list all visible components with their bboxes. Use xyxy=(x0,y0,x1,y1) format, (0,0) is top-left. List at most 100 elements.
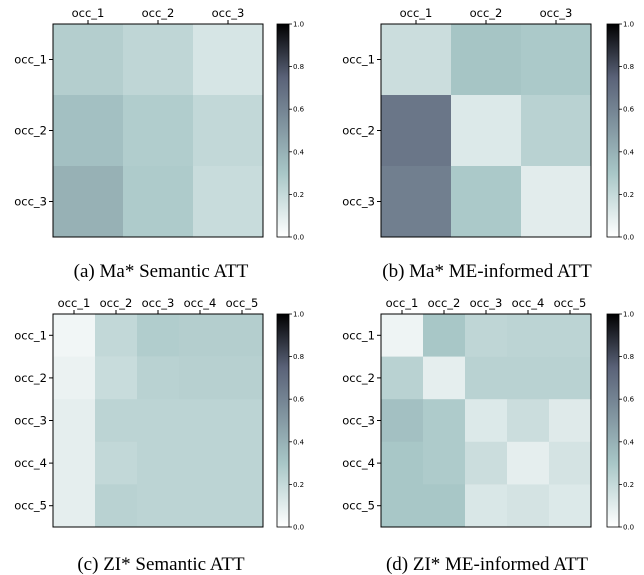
heatmap-cell xyxy=(507,441,550,485)
panel-caption: (d) ZI* ME-informed ATT xyxy=(386,554,588,575)
heatmap-cell xyxy=(123,166,194,238)
colorbar-tick-label: 0.0 xyxy=(623,524,634,532)
colorbar-tick-label: 0.6 xyxy=(623,106,635,114)
colorbar-tick-label: 0.8 xyxy=(293,63,304,71)
colorbar xyxy=(606,23,620,238)
y-tick-label: occ_4 xyxy=(14,456,47,470)
heatmap-cell xyxy=(53,441,96,485)
heatmap-cell xyxy=(137,484,180,528)
heatmap-cell xyxy=(137,356,180,400)
heatmap-cell xyxy=(423,399,466,443)
heatmap-cell xyxy=(549,399,592,443)
colorbar-tick-label: 0.2 xyxy=(293,191,304,199)
y-tick-label: occ_2 xyxy=(342,371,375,385)
heatmap-cell xyxy=(549,441,592,485)
heatmap-cell xyxy=(521,166,592,238)
colorbar-tick-label: 1.0 xyxy=(623,311,634,319)
heatmap-cell xyxy=(221,441,264,485)
x-tick-label: occ_2 xyxy=(142,6,175,20)
heatmap-cell xyxy=(221,399,264,443)
heatmap-cell xyxy=(381,314,424,357)
heatmap-cell xyxy=(507,356,550,400)
heatmap-cell xyxy=(221,356,264,400)
heatmap-cell xyxy=(193,166,264,238)
heatmap-cell xyxy=(193,95,264,167)
colorbar-tick-label: 0.2 xyxy=(293,481,304,489)
heatmap-cell xyxy=(549,484,592,528)
heatmap-cell xyxy=(507,399,550,443)
y-tick-label: occ_5 xyxy=(342,499,375,513)
colorbar-tick-label: 1.0 xyxy=(623,21,634,29)
y-tick-label: occ_4 xyxy=(342,456,375,470)
heatmap-cell xyxy=(53,356,96,400)
heatmap-cell xyxy=(465,441,508,485)
heatmap-cell xyxy=(95,441,138,485)
heatmap-cell xyxy=(179,484,222,528)
heatmap-cell xyxy=(423,314,466,357)
heatmap-cell xyxy=(381,95,452,167)
colorbar-tick-label: 1.0 xyxy=(293,21,304,29)
colorbar-tick-label: 0.6 xyxy=(623,396,635,404)
colorbar xyxy=(276,23,290,238)
heatmap-cell xyxy=(507,484,550,528)
heatmap-cell xyxy=(381,24,452,96)
x-tick-label: occ_3 xyxy=(540,6,573,20)
heatmap-cell xyxy=(549,314,592,357)
colorbar-tick-label: 0.4 xyxy=(293,148,305,156)
heatmap-panel: occ_1 occ_2 occ_3 occ_1 occ_2 occ_3 0.0 0.2 0.4 0… xyxy=(342,6,634,282)
y-tick-label: occ_1 xyxy=(342,53,375,67)
heatmap-cell xyxy=(521,24,592,96)
heatmap-cell xyxy=(179,314,222,357)
heatmap-cell xyxy=(53,314,96,357)
heatmap-cell xyxy=(423,484,466,528)
heatmap-cell xyxy=(137,399,180,443)
heatmap-cell xyxy=(53,95,124,167)
panel-caption: (a) Ma* Semantic ATT xyxy=(74,261,249,282)
heatmap-cell xyxy=(53,166,124,238)
heatmap-cell xyxy=(123,95,194,167)
colorbar-tick-label: 0.4 xyxy=(623,438,635,446)
panel-caption: (c) ZI* Semantic ATT xyxy=(77,554,245,575)
heatmap-cell xyxy=(95,356,138,400)
heatmap-cell xyxy=(221,314,264,357)
heatmap-cell xyxy=(381,356,424,400)
heatmap-cell xyxy=(549,356,592,400)
x-tick-label: occ_2 xyxy=(100,296,133,310)
heatmap-cell xyxy=(381,441,424,485)
x-tick-label: occ_3 xyxy=(212,6,245,20)
heatmap-cell xyxy=(423,441,466,485)
heatmap-panel: occ_1 occ_2 occ_3 occ_4 occ_5 occ_1 occ_2 occ_3… xyxy=(342,296,634,575)
x-tick-label: occ_1 xyxy=(72,6,105,20)
x-tick-label: occ_3 xyxy=(470,296,503,310)
heatmap-cell xyxy=(451,166,522,238)
heatmap-cell xyxy=(465,484,508,528)
x-tick-label: occ_4 xyxy=(512,296,545,310)
heatmap-cell xyxy=(465,314,508,357)
x-tick-label: occ_4 xyxy=(184,296,217,310)
heatmap-cell xyxy=(381,166,452,238)
heatmap-cell xyxy=(137,441,180,485)
colorbar-tick-label: 0.6 xyxy=(293,106,305,114)
x-tick-label: occ_1 xyxy=(400,6,433,20)
y-tick-label: occ_1 xyxy=(14,53,47,67)
colorbar-tick-label: 0.0 xyxy=(293,234,304,242)
y-tick-label: occ_3 xyxy=(342,414,375,428)
x-tick-label: occ_3 xyxy=(142,296,175,310)
colorbar-tick-label: 0.4 xyxy=(293,438,305,446)
heatmap-cell xyxy=(53,484,96,528)
heatmap-cell xyxy=(95,399,138,443)
y-tick-label: occ_1 xyxy=(342,328,375,342)
heatmap-cell xyxy=(193,24,264,96)
heatmap-cell xyxy=(451,24,522,96)
y-tick-label: occ_3 xyxy=(14,195,47,209)
heatmap-cell xyxy=(521,95,592,167)
colorbar-tick-label: 0.2 xyxy=(623,191,634,199)
colorbar-tick-label: 0.0 xyxy=(623,234,634,242)
heatmap-cell xyxy=(179,441,222,485)
x-tick-label: occ_1 xyxy=(58,296,91,310)
heatmap-cell xyxy=(179,356,222,400)
heatmap-cell xyxy=(179,399,222,443)
heatmap-cell xyxy=(95,314,138,357)
heatmap-cell xyxy=(53,24,124,96)
